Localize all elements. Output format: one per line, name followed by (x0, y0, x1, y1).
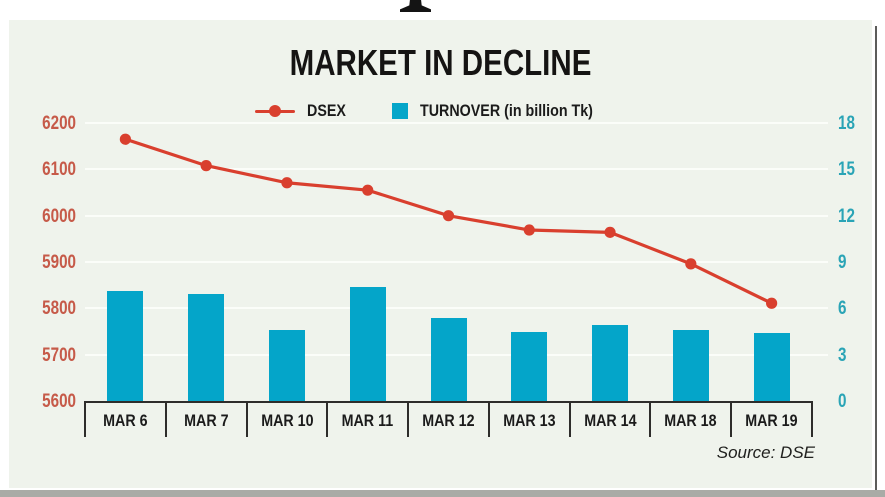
left-axis-tick-label: 5700 (42, 344, 76, 366)
gridline (85, 214, 828, 217)
right-axis-tick-label: 3 (838, 344, 847, 366)
turnover-bar (672, 329, 709, 401)
legend-label-dsex: DSEX (307, 101, 347, 120)
x-axis-label: MAR 12 (422, 411, 475, 430)
gridline (85, 261, 828, 263)
x-axis-label: MAR 14 (583, 411, 637, 430)
x-axis-label: MAR 7 (183, 411, 229, 430)
dsex-line-legend-icon (255, 105, 296, 117)
left-axis-tick-label: 6200 (42, 113, 76, 134)
x-axis-label: MAR 13 (503, 411, 556, 430)
page-bottom-edge (0, 490, 885, 497)
turnover-bar (349, 286, 386, 401)
dsex-point (523, 224, 535, 236)
turnover-bar (107, 291, 144, 401)
x-axis-label: MAR 6 (103, 411, 148, 430)
x-axis-label: MAR 10 (260, 411, 314, 430)
left-axis-tick-label: 5800 (42, 298, 76, 320)
chart-title: MARKET IN DECLINE (289, 42, 592, 83)
dsex-point (604, 226, 616, 238)
turnover-bar (268, 329, 305, 401)
turnover-bar (511, 331, 548, 401)
turnover-bar-legend-icon (391, 103, 408, 119)
x-axis-label: MAR 18 (664, 411, 718, 430)
turnover-bar (592, 325, 629, 401)
x-axis-tick (487, 401, 490, 437)
x-axis-tick (407, 401, 410, 437)
x-axis-line (85, 401, 812, 403)
gridline (85, 122, 828, 124)
chart-legend: DSEX TURNOVER (in billion Tk) (9, 100, 872, 122)
dsex-point (119, 133, 131, 145)
dsex-dot-legend-icon (269, 105, 282, 117)
gridline (85, 307, 828, 310)
x-axis-tick (164, 401, 167, 437)
left-axis-tick-label: 5600 (42, 391, 76, 412)
right-axis-tick-label: 9 (838, 252, 847, 273)
x-axis-tick (84, 401, 86, 437)
dsex-point (281, 177, 293, 189)
x-axis-tick (649, 401, 652, 437)
x-axis-tick (326, 401, 329, 437)
legend-label-turnover: TURNOVER (in billion Tk) (419, 101, 593, 120)
x-axis-tick (245, 401, 248, 437)
turnover-bar (753, 333, 790, 401)
turnover-bar (430, 317, 467, 401)
x-axis-tick (811, 401, 813, 437)
x-axis-tick (568, 401, 571, 437)
dsex-point (362, 184, 374, 196)
x-axis-tick (730, 401, 733, 437)
source-note: Source: DSE (716, 443, 815, 462)
dsex-point (685, 258, 697, 270)
right-axis-tick-label: 0 (838, 391, 847, 412)
left-axis-tick-label: 6100 (42, 159, 76, 181)
turnover-bar (188, 294, 225, 401)
right-axis-tick-label: 18 (838, 113, 855, 134)
gridline (85, 168, 828, 171)
page-fold-line (875, 26, 877, 490)
dsex-line (124, 137, 773, 305)
x-axis-label: MAR 11 (341, 411, 394, 430)
right-axis-tick-label: 15 (838, 159, 855, 181)
right-axis-tick-label: 6 (838, 298, 847, 320)
right-axis-tick-label: 12 (838, 205, 855, 227)
left-axis-tick-label: 6000 (42, 205, 76, 227)
x-axis-label: MAR 19 (745, 411, 798, 430)
left-axis-tick-label: 5900 (42, 252, 76, 273)
